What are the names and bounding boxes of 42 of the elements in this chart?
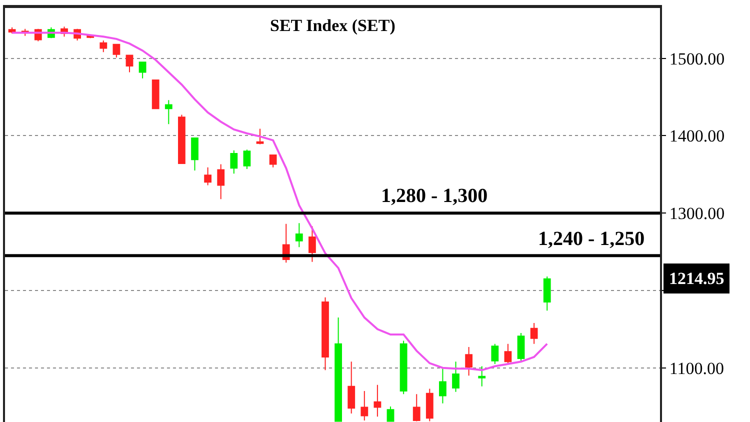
candlestick xyxy=(452,361,460,392)
candlestick xyxy=(517,332,525,362)
candlestick xyxy=(465,346,473,376)
y-tick-label: 1400.00 xyxy=(669,126,725,146)
text: SET Index (SET) xyxy=(270,16,396,35)
candlestick xyxy=(386,406,394,422)
candlestick xyxy=(204,166,212,186)
annotation: 1,280 - 1,300 xyxy=(381,185,488,207)
y-tick-label: 1500.00 xyxy=(669,49,725,68)
candlestick xyxy=(412,394,420,422)
candlestick xyxy=(334,317,342,422)
candlestick xyxy=(138,62,146,79)
candlestick xyxy=(269,154,277,168)
y-tick-label: 1300.00 xyxy=(669,204,725,224)
candlestick xyxy=(295,222,303,248)
candlestick xyxy=(478,366,486,387)
candlestick xyxy=(308,226,316,262)
y-tick-label: 1100.00 xyxy=(669,358,724,378)
candlestick xyxy=(348,361,356,414)
candlestick xyxy=(100,40,108,53)
candlestick xyxy=(504,343,512,366)
annotation: 1,240 - 1,250 xyxy=(538,228,645,250)
candlestick xyxy=(543,276,551,312)
candlestick xyxy=(360,390,368,421)
candlestick xyxy=(152,79,160,110)
candlestick xyxy=(191,138,198,171)
candlestick xyxy=(217,164,225,200)
candlestick xyxy=(400,340,408,395)
candlestick xyxy=(426,388,434,422)
candlestick xyxy=(126,54,134,73)
candlestick xyxy=(243,149,251,170)
candlestick xyxy=(439,368,446,404)
text: 1214.95 xyxy=(669,269,724,288)
candlestick xyxy=(491,343,499,364)
candlestick xyxy=(178,114,186,164)
candlestick xyxy=(374,384,382,418)
candlestick xyxy=(164,100,172,125)
candlestick xyxy=(256,128,264,145)
candlestick xyxy=(530,322,538,344)
candlestick xyxy=(230,150,238,174)
candlestick xyxy=(322,296,329,371)
candlestick xyxy=(112,44,120,58)
